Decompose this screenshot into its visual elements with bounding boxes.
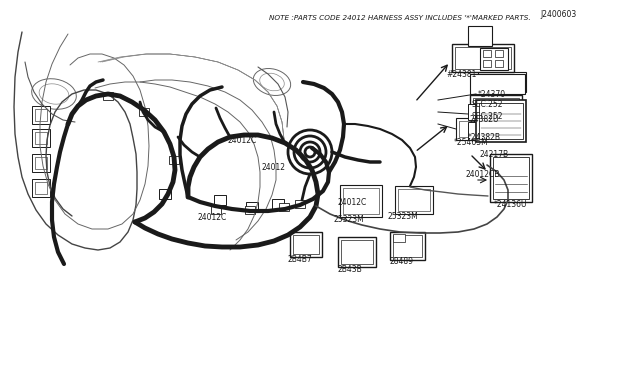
Bar	[470, 95, 522, 117]
Text: SEC.252: SEC.252	[472, 112, 504, 121]
Text: NOTE :PARTS CODE 24012 HARNESS ASSY INCLUDES '*'MARKED PARTS.: NOTE :PARTS CODE 24012 HARNESS ASSY INCL…	[269, 15, 531, 21]
Bar	[169, 156, 179, 164]
Bar	[390, 232, 425, 260]
Bar	[32, 179, 50, 197]
Bar	[272, 199, 284, 209]
Bar	[103, 92, 113, 100]
Bar	[452, 44, 514, 72]
Text: 28489: 28489	[390, 257, 414, 266]
Bar	[493, 157, 529, 199]
Text: 24012: 24012	[262, 163, 286, 171]
Bar	[483, 50, 491, 57]
Bar	[246, 202, 258, 212]
Text: 24382U: 24382U	[470, 115, 499, 124]
Text: 2B43B: 2B43B	[338, 264, 363, 273]
Bar	[211, 206, 221, 214]
Bar	[32, 106, 50, 124]
Bar	[473, 98, 519, 114]
Bar	[455, 47, 511, 69]
Bar	[139, 108, 149, 116]
Bar	[478, 72, 526, 92]
Bar	[35, 157, 47, 169]
Bar	[395, 186, 433, 214]
Bar	[214, 195, 226, 205]
Bar	[279, 203, 289, 211]
Bar	[495, 60, 503, 67]
Bar	[245, 206, 255, 214]
Bar	[32, 154, 50, 172]
Text: 2B4B7: 2B4B7	[288, 256, 313, 264]
Text: #24381: #24381	[446, 70, 476, 78]
Bar	[295, 200, 305, 208]
Bar	[476, 100, 526, 142]
Bar	[459, 121, 471, 137]
Bar	[340, 185, 382, 217]
Text: J2400603: J2400603	[540, 10, 576, 19]
Bar	[495, 50, 503, 57]
Bar	[456, 118, 474, 140]
Text: 24217B: 24217B	[480, 150, 509, 158]
Bar	[343, 188, 379, 214]
Bar	[393, 235, 422, 257]
Text: 24012C: 24012C	[228, 135, 257, 144]
Bar	[468, 122, 482, 140]
Text: *24382B: *24382B	[468, 132, 501, 141]
Text: 25323M: 25323M	[388, 212, 419, 221]
Text: *25465M: *25465M	[454, 138, 489, 147]
Text: 25323M: 25323M	[334, 215, 365, 224]
Bar	[479, 103, 523, 139]
Text: SEC.252: SEC.252	[472, 99, 504, 109]
Bar	[293, 235, 319, 254]
Bar	[35, 132, 47, 144]
Text: *24136U: *24136U	[494, 199, 527, 208]
Bar	[468, 26, 492, 46]
Bar	[290, 232, 322, 257]
Text: 24012C: 24012C	[198, 212, 227, 221]
Text: *24370: *24370	[478, 90, 506, 99]
Bar	[490, 154, 532, 202]
Bar	[398, 189, 430, 211]
Bar	[159, 189, 171, 199]
Bar	[338, 237, 376, 267]
Bar	[480, 48, 508, 70]
Bar	[470, 74, 525, 94]
Bar	[393, 234, 405, 242]
Text: 24012CB: 24012CB	[466, 170, 500, 179]
Bar	[468, 104, 482, 120]
Bar	[483, 60, 491, 67]
Bar	[35, 182, 47, 194]
Text: 24012C: 24012C	[338, 198, 367, 206]
Bar	[32, 129, 50, 147]
Bar	[341, 240, 373, 264]
Bar	[35, 109, 47, 121]
